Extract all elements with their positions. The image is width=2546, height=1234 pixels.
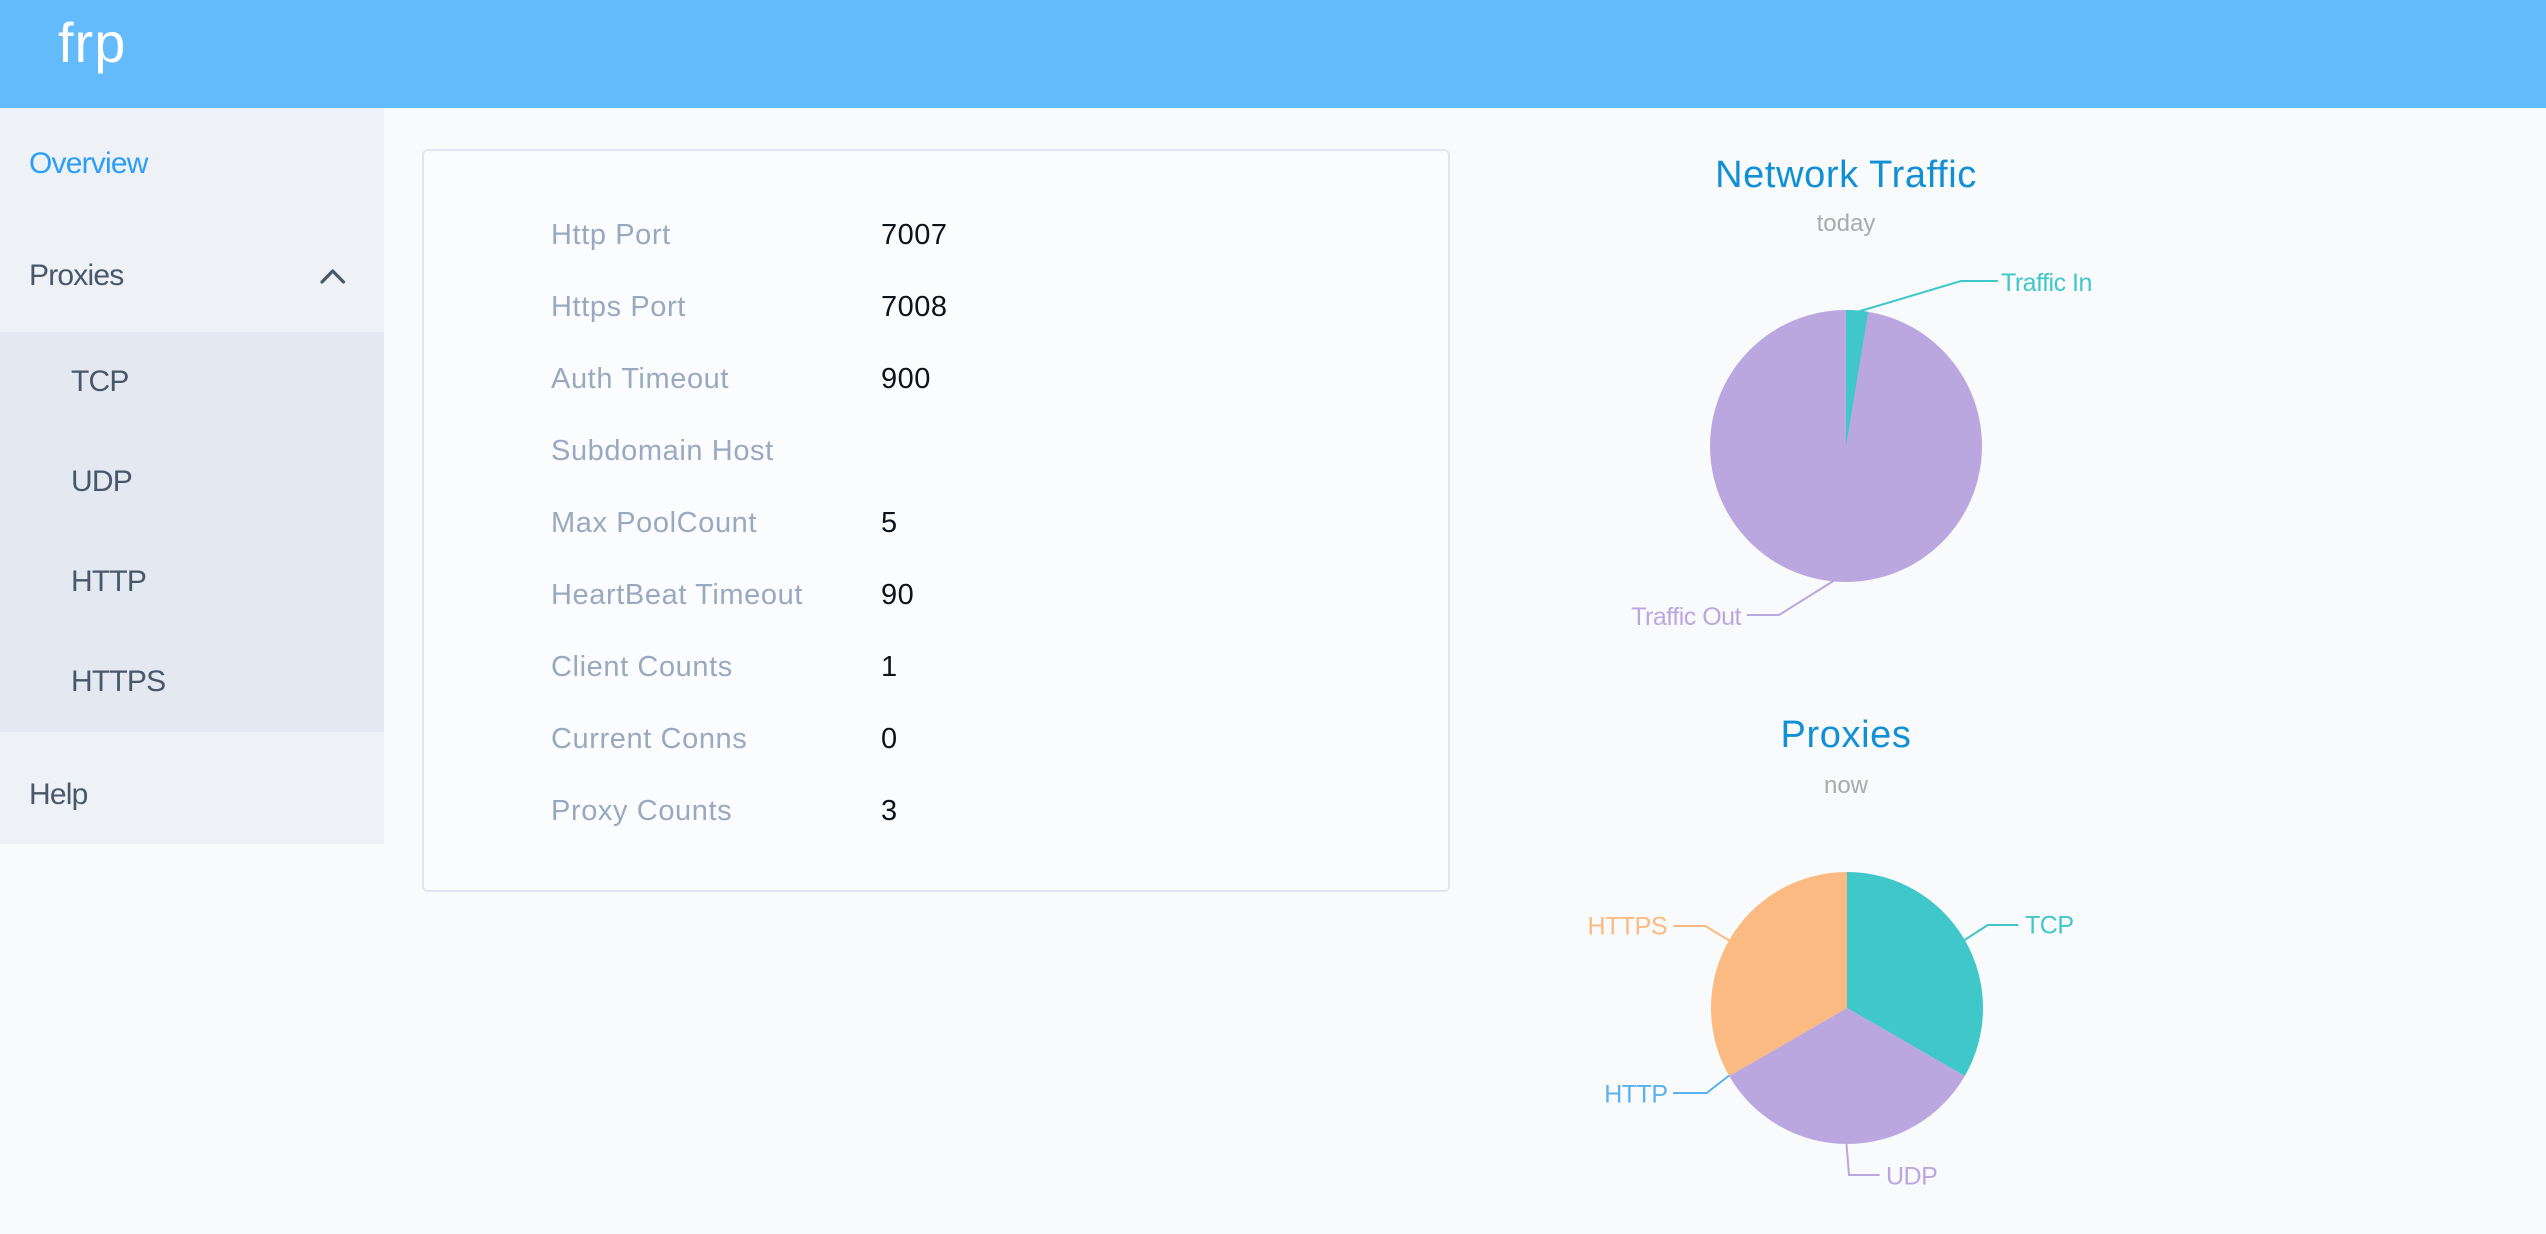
svg-text:Traffic In: Traffic In <box>2001 269 2092 297</box>
svg-text:HTTPS: HTTPS <box>1588 913 1667 941</box>
svg-text:Proxies: Proxies <box>1781 714 1912 756</box>
svg-text:UDP: UDP <box>1886 1163 1937 1191</box>
svg-text:TCP: TCP <box>2025 912 2074 940</box>
svg-text:today: today <box>1817 210 1876 237</box>
svg-text:Traffic Out: Traffic Out <box>1631 603 1741 631</box>
svg-text:Network Traffic: Network Traffic <box>1715 154 1977 196</box>
svg-text:now: now <box>1824 772 1869 799</box>
svg-text:HTTP: HTTP <box>1604 1081 1667 1109</box>
